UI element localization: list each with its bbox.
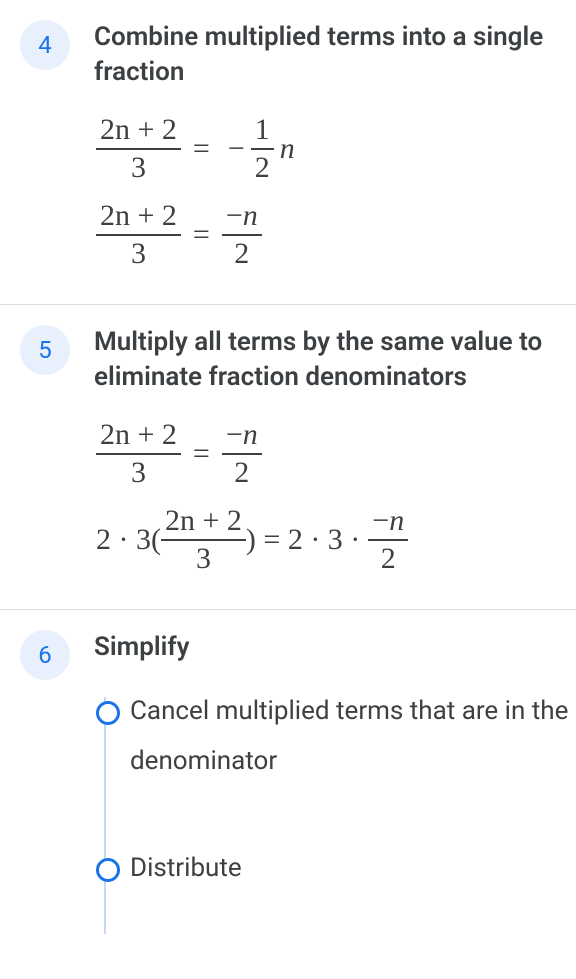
- rhs-den: 2: [377, 541, 400, 577]
- step-title: Combine multiplied terms into a single f…: [94, 20, 576, 90]
- rhs-num: 1: [251, 112, 274, 150]
- step-number-badge: 4: [20, 20, 70, 70]
- lhs-num: 2n + 2: [100, 113, 177, 146]
- mid-num: 2n + 2: [165, 504, 242, 537]
- step-number-badge: 5: [20, 325, 70, 375]
- step-body: Combine multiplied terms into a single f…: [94, 20, 576, 284]
- lhs-den: 3: [127, 455, 150, 491]
- rhs-den: 2: [251, 150, 274, 186]
- fraction-lhs: 2n + 2 3: [96, 112, 181, 186]
- eq-post: ) = 2 · 3 ·: [246, 523, 360, 557]
- fraction-lhs: 2n + 2 3: [96, 417, 181, 491]
- lhs-num: 2n + 2: [100, 418, 177, 451]
- fraction-rhs: −n 2: [368, 503, 408, 577]
- equals-sign: =: [193, 132, 210, 166]
- step-5: 5 Multiply all terms by the same value t…: [0, 305, 576, 610]
- substep-list: Cancel multiplied terms that are in the …: [94, 687, 576, 893]
- step-4: 4 Combine multiplied terms into a single…: [0, 0, 576, 305]
- equation-2: 2n + 2 3 = −n 2: [96, 198, 576, 272]
- rhs-den: 2: [230, 236, 253, 272]
- rhs-den: 2: [230, 455, 253, 491]
- step-number-badge: 6: [20, 630, 70, 680]
- fraction-lhs: 2n + 2 3: [96, 198, 181, 272]
- fraction-rhs: 1 2: [251, 112, 274, 186]
- lhs-den: 3: [127, 150, 150, 186]
- step-body: Multiply all terms by the same value to …: [94, 325, 576, 589]
- minus-sign: −: [228, 132, 245, 166]
- step-body: Simplify Cancel multiplied terms that ar…: [94, 630, 576, 893]
- fraction-rhs: −n 2: [222, 417, 262, 491]
- step-title: Simplify: [94, 630, 576, 665]
- mid-den: 3: [192, 541, 215, 577]
- fraction-mid: 2n + 2 3: [161, 503, 246, 577]
- equation-2: 2 · 3( 2n + 2 3 ) = 2 · 3 · −n 2: [96, 503, 576, 577]
- step-6: 6 Simplify Cancel multiplied terms that …: [0, 610, 576, 933]
- step-title: Multiply all terms by the same value to …: [94, 325, 576, 395]
- equation-1: 2n + 2 3 = − 1 2 n: [96, 112, 576, 186]
- equation-block: 2n + 2 3 = −n 2 2 · 3( 2n + 2 3 ) = 2 · …: [94, 417, 576, 577]
- substep-item[interactable]: Cancel multiplied terms that are in the …: [130, 687, 576, 786]
- lhs-den: 3: [127, 236, 150, 272]
- eq-pre: 2 · 3(: [96, 523, 161, 557]
- substep-item[interactable]: Distribute: [130, 844, 576, 893]
- rhs-num-var: n: [243, 199, 258, 232]
- equals-sign: =: [193, 437, 210, 471]
- equation-1: 2n + 2 3 = −n 2: [96, 417, 576, 491]
- rhs-var: n: [280, 132, 295, 166]
- lhs-num: 2n + 2: [100, 199, 177, 232]
- equation-block: 2n + 2 3 = − 1 2 n 2n + 2 3 = − n: [94, 112, 576, 272]
- rhs-num-var: n: [389, 504, 404, 537]
- equals-sign: =: [193, 218, 210, 252]
- fraction-rhs: −n 2: [222, 198, 262, 272]
- rhs-num-var: n: [243, 418, 258, 451]
